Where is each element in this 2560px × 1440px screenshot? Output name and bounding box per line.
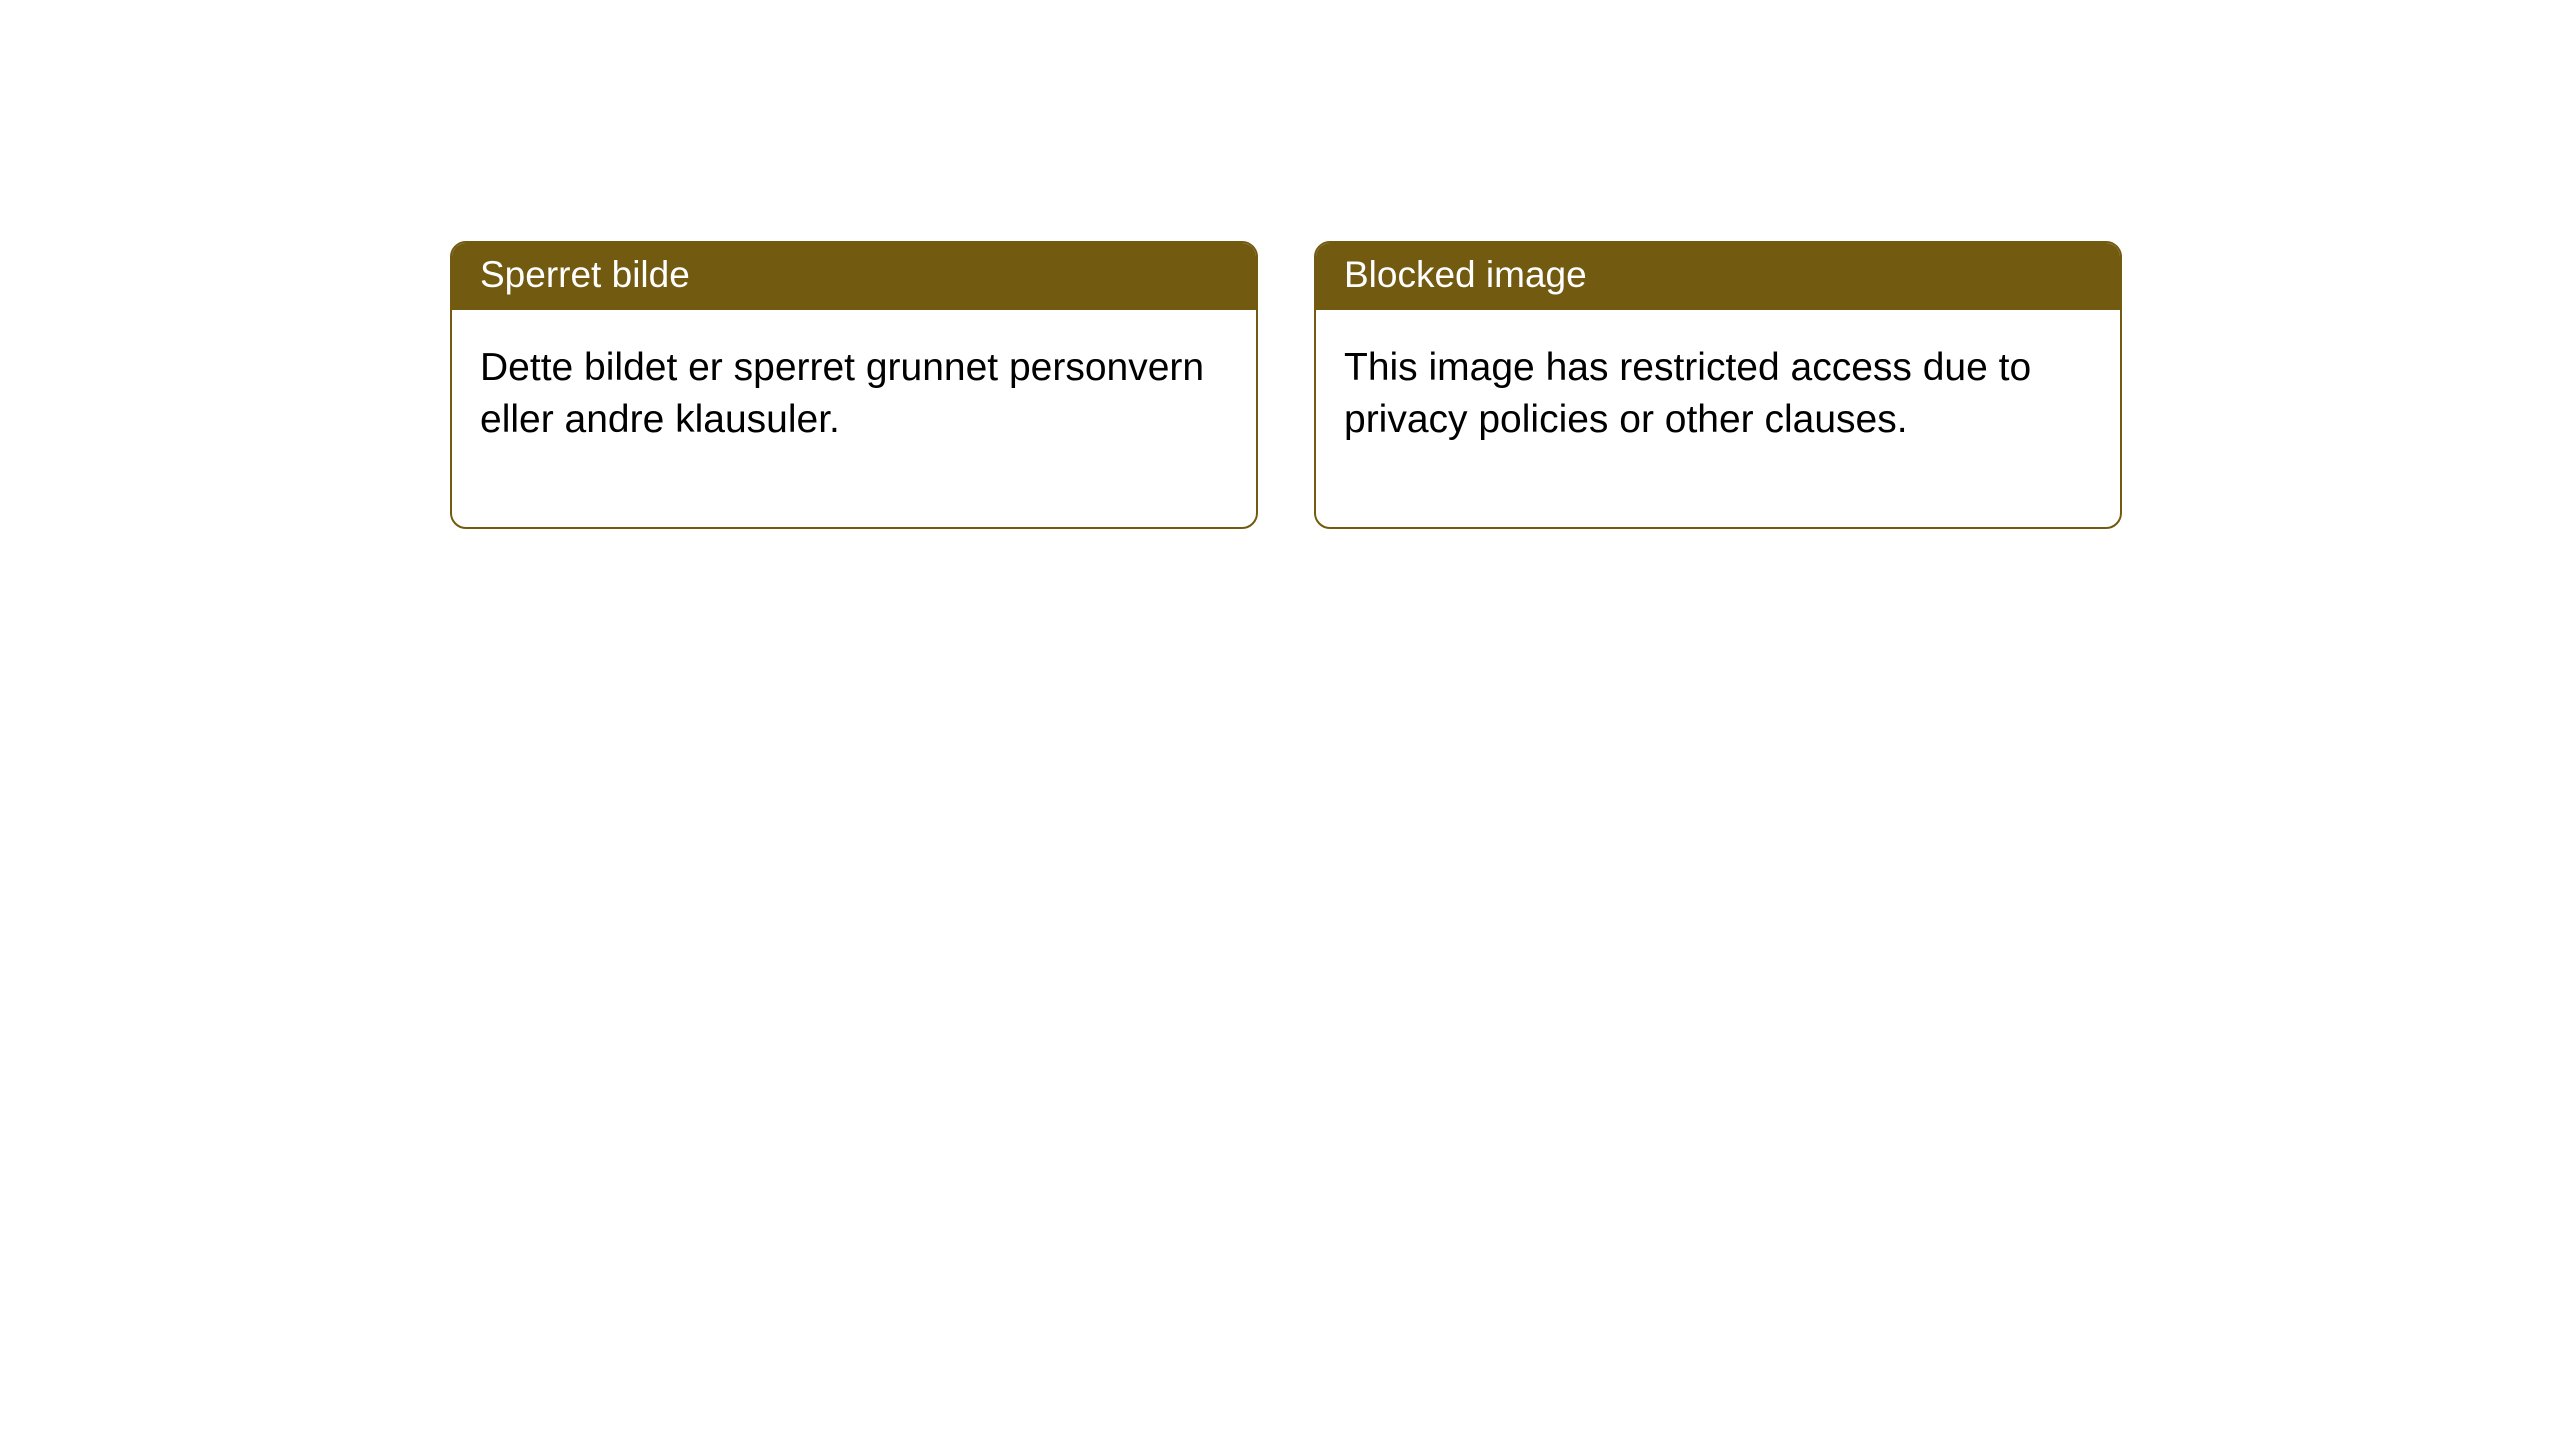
notice-body-no: Dette bildet er sperret grunnet personve… (452, 310, 1256, 527)
notice-title-en: Blocked image (1316, 243, 2120, 310)
notice-title-no: Sperret bilde (452, 243, 1256, 310)
notice-body-en: This image has restricted access due to … (1316, 310, 2120, 527)
notice-card-no: Sperret bilde Dette bildet er sperret gr… (450, 241, 1258, 529)
notice-container: Sperret bilde Dette bildet er sperret gr… (0, 0, 2560, 529)
notice-card-en: Blocked image This image has restricted … (1314, 241, 2122, 529)
